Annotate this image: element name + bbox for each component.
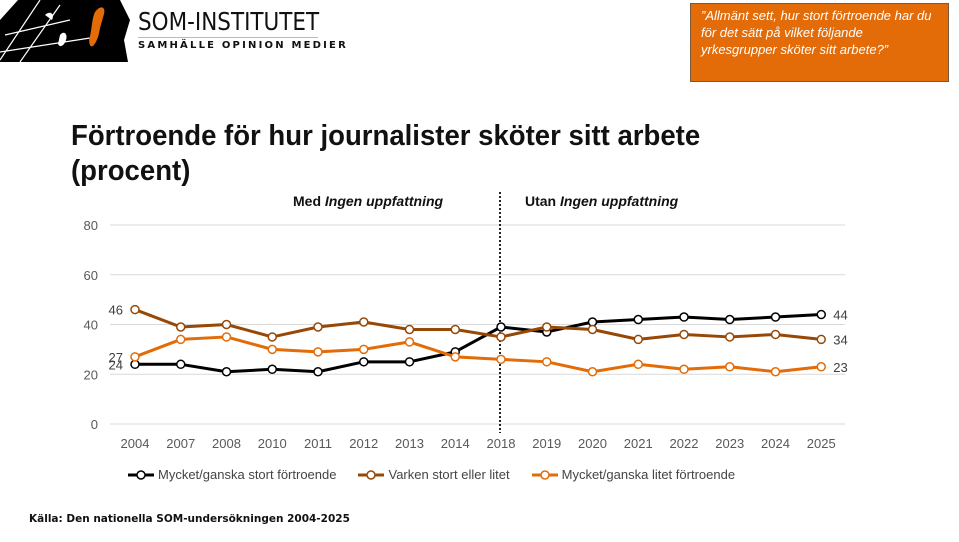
y-tick-label: 60: [84, 268, 98, 283]
logo-divider: [138, 37, 318, 38]
data-point: [221, 319, 232, 330]
x-tick-label: 2010: [258, 436, 287, 451]
survey-question-box: ”Allmänt sett, hur stort förtroende har …: [690, 3, 949, 82]
data-point: [313, 367, 323, 377]
legend-label: Varken stort eller litet: [388, 467, 510, 482]
data-point: [587, 367, 598, 377]
data-point: [496, 332, 506, 342]
data-point: [496, 354, 506, 365]
x-tick-label: 2024: [761, 436, 790, 451]
legend-item: Mycket/ganska litet förtroende: [530, 467, 735, 482]
data-point: [816, 362, 826, 372]
data-point: [221, 332, 232, 342]
source-note: Källa: Den nationella SOM-undersökningen…: [29, 513, 350, 525]
data-point: [679, 329, 689, 340]
logo-subtitle: SAMHÄLLE OPINION MEDIER: [138, 40, 348, 51]
data-point: [633, 334, 643, 345]
data-point: [816, 309, 826, 320]
x-tick-label: 2007: [166, 436, 195, 451]
data-point: [267, 344, 277, 355]
data-point: [725, 332, 735, 342]
data-point: [404, 324, 415, 335]
data-point: [267, 332, 277, 342]
legend-label: Mycket/ganska stort förtroende: [158, 467, 337, 482]
logo: SOM-INSTITUTET SAMHÄLLE OPINION MEDIER: [138, 8, 349, 51]
data-point: [770, 312, 781, 322]
x-tick-label: 2014: [441, 436, 470, 451]
x-tick-label: 2020: [578, 436, 607, 451]
legend-item: Varken stort eller litet: [356, 467, 510, 482]
data-point: [725, 362, 735, 372]
data-point: [633, 359, 643, 370]
legend-label: Mycket/ganska litet förtroende: [561, 467, 736, 482]
section-label-with-no-opinion: Med Ingen uppfattning: [293, 193, 443, 209]
x-tick-label: 2022: [670, 436, 699, 451]
x-tick-label: 2004: [121, 436, 150, 451]
legend-item: Mycket/ganska stort förtroende: [126, 467, 336, 482]
x-tick-label: 2025: [807, 436, 836, 451]
data-point: [313, 347, 323, 357]
data-point: [679, 312, 689, 322]
legend-marker-icon: [358, 469, 385, 480]
data-point: [176, 334, 186, 345]
data-point: [542, 357, 552, 367]
data-point: [130, 304, 140, 315]
data-point: [359, 317, 369, 327]
x-tick-label: 2018: [487, 436, 516, 451]
start-data-label: 27: [109, 350, 123, 365]
data-point: [770, 329, 781, 340]
data-point: [176, 322, 186, 332]
start-data-label: 24: [109, 357, 123, 372]
x-tick-label: 2012: [349, 436, 378, 451]
x-tick-label: 2019: [532, 436, 561, 451]
data-point: [359, 357, 369, 367]
chart-title: Förtroende för hur journalister sköter s…: [71, 120, 701, 187]
x-tick-label: 2021: [624, 436, 653, 451]
data-point: [450, 324, 460, 335]
data-point: [450, 352, 460, 362]
data-point: [633, 314, 643, 325]
end-data-label: 23: [833, 360, 847, 375]
series-line-0: [135, 313, 822, 374]
start-data-label: 46: [109, 303, 123, 318]
data-point: [359, 344, 369, 355]
data-point: [542, 322, 552, 332]
y-tick-label: 20: [84, 367, 98, 382]
data-point: [221, 367, 232, 377]
logo-title: SOM-INSTITUTET: [138, 7, 320, 36]
y-tick-label: 80: [84, 218, 98, 233]
x-tick-label: 2011: [304, 436, 332, 451]
data-point: [587, 324, 598, 335]
data-point: [404, 337, 415, 347]
data-point: [770, 367, 781, 377]
section-label-left-italic: Ingen uppfattning: [324, 193, 444, 209]
x-tick-label: 2008: [212, 436, 241, 451]
section-label-right-italic: Ingen uppfattning: [560, 193, 679, 209]
x-tick-label: 2023: [715, 436, 744, 451]
som-logo-map-icon: [0, 0, 135, 62]
end-data-label: 44: [833, 308, 847, 323]
end-data-label: 34: [833, 332, 847, 347]
data-point: [267, 364, 277, 375]
y-tick-label: 40: [84, 318, 98, 333]
x-tick-label: 2013: [395, 436, 424, 451]
chart-legend: Mycket/ganska stort förtroende Varken sto…: [126, 467, 735, 482]
data-point: [176, 359, 186, 370]
data-point: [496, 322, 506, 332]
data-point: [313, 322, 323, 332]
y-tick-label: 0: [91, 417, 98, 432]
data-point: [404, 357, 415, 367]
data-point: [130, 352, 140, 362]
section-label-right-prefix: Utan: [525, 193, 560, 209]
series-line-2: [134, 335, 822, 374]
data-point: [725, 314, 735, 325]
series-line-1: [134, 308, 822, 341]
section-label-left-prefix: Med: [293, 193, 325, 209]
section-label-without-no-opinion: Utan Ingen uppfattning: [525, 193, 678, 209]
legend-marker-icon: [531, 469, 558, 480]
data-point: [816, 334, 826, 345]
legend-marker-icon: [128, 469, 154, 480]
data-point: [679, 364, 689, 375]
